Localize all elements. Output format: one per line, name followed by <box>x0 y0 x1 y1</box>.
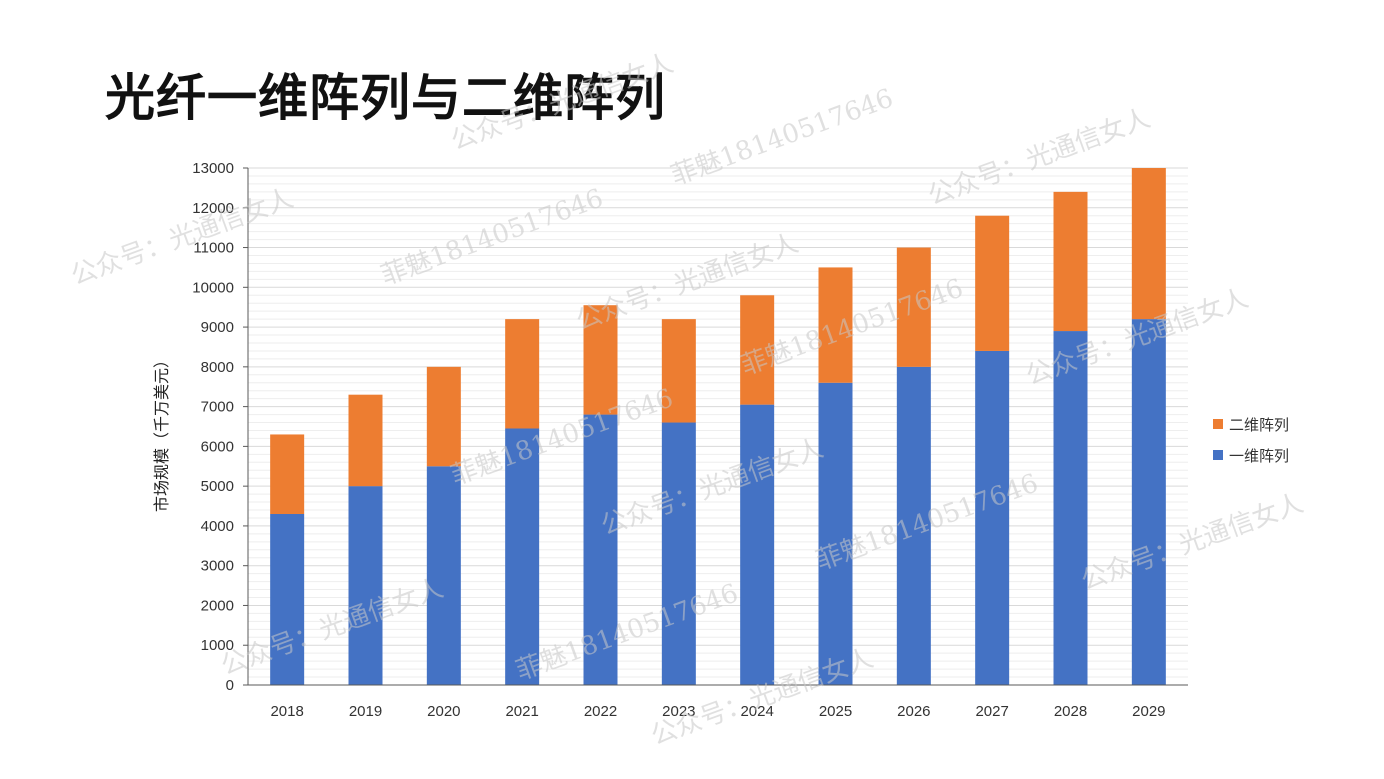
bar-two-dimensional-2019 <box>348 394 383 487</box>
watermark-text: 菲魅18140517646 <box>667 83 897 191</box>
y-tick-label: 10000 <box>192 279 234 296</box>
bar-one-dimensional-2028 <box>1053 331 1088 685</box>
bar-two-dimensional-2021 <box>505 319 540 429</box>
gridlines <box>248 167 1188 678</box>
page-title: 光纤一维阵列与二维阵列 <box>105 69 666 127</box>
x-tick-label: 2022 <box>584 703 617 720</box>
axes <box>243 167 1188 686</box>
y-tick-label: 2000 <box>201 597 234 614</box>
y-tick-label: 6000 <box>201 438 234 455</box>
legend-entry: 一维阵列 <box>1229 447 1289 465</box>
bar-one-dimensional-2021 <box>505 428 540 685</box>
x-tick-labels: 2018 2019 2020 2021 2022 2023 2024 2025 2026 2027… <box>270 703 1165 720</box>
bar-one-dimensional-2019 <box>348 486 383 685</box>
legend-swatch <box>1213 450 1223 460</box>
y-tick-label: 11000 <box>193 240 234 257</box>
bar-two-dimensional-2025 <box>818 267 853 383</box>
bar-one-dimensional-2026 <box>896 366 931 685</box>
bar-two-dimensional-2024 <box>740 295 775 405</box>
bar-two-dimensional-2027 <box>975 215 1010 351</box>
y-tick-label: 8000 <box>201 359 234 376</box>
bar-one-dimensional-2023 <box>661 422 696 685</box>
x-tick-label: 2025 <box>819 703 852 720</box>
bar-one-dimensional-2018 <box>270 513 305 685</box>
x-tick-label: 2021 <box>505 703 538 720</box>
bar-one-dimensional-2029 <box>1131 319 1166 685</box>
watermark-text: 菲魅18140517646 <box>512 578 742 686</box>
bar-two-dimensional-2028 <box>1053 191 1088 332</box>
y-axis-label: 市场规模（千万美元） <box>152 352 171 512</box>
x-tick-label: 2020 <box>427 703 460 720</box>
y-tick-label: 7000 <box>201 399 234 416</box>
watermark-text: 公众号：光通信女人 <box>447 48 677 156</box>
x-tick-label: 2026 <box>897 703 930 720</box>
y-tick-label: 12000 <box>192 200 234 217</box>
y-tick-labels: 0 1000 2000 3000 4000 5000 6000 7000 8000 9000 100… <box>192 160 234 694</box>
bar-one-dimensional-2022 <box>583 414 618 685</box>
watermark-text: 公众号：光通信女人 <box>597 433 827 541</box>
bar-one-dimensional-2024 <box>740 404 775 685</box>
x-tick-label: 2028 <box>1054 703 1087 720</box>
y-tick-label: 13000 <box>192 160 234 177</box>
bars <box>270 168 1166 685</box>
legend-swatch <box>1213 419 1223 429</box>
x-tick-label: 2029 <box>1132 703 1165 720</box>
bar-two-dimensional-2018 <box>270 434 305 514</box>
bar-one-dimensional-2025 <box>818 382 853 685</box>
bar-one-dimensional-2027 <box>975 350 1010 685</box>
y-tick-label: 9000 <box>201 319 234 336</box>
bar-two-dimensional-2022 <box>583 305 618 415</box>
watermark-text: 公众号：光通信女人 <box>1077 488 1307 596</box>
y-tick-label: 1000 <box>201 637 234 654</box>
bar-two-dimensional-2029 <box>1131 168 1166 320</box>
x-tick-label: 2018 <box>270 703 303 720</box>
watermark-text: 菲魅18140517646 <box>447 383 677 491</box>
bar-two-dimensional-2023 <box>661 319 696 423</box>
x-tick-label: 2023 <box>662 703 695 720</box>
x-tick-label: 2019 <box>349 703 382 720</box>
x-tick-label: 2024 <box>740 703 773 720</box>
watermark-text: 公众号：光通信女人 <box>67 183 297 291</box>
y-tick-label: 3000 <box>201 558 234 575</box>
y-tick-label: 5000 <box>201 478 234 495</box>
bar-two-dimensional-2020 <box>426 366 461 467</box>
bar-two-dimensional-2026 <box>896 247 931 367</box>
y-tick-label: 0 <box>226 677 234 694</box>
bar-one-dimensional-2020 <box>426 466 461 685</box>
legend-entry: 二维阵列 <box>1229 416 1289 434</box>
watermark-text: 公众号：光通信女人 <box>924 103 1154 211</box>
x-tick-label: 2027 <box>975 703 1008 720</box>
y-tick-label: 4000 <box>201 518 234 535</box>
